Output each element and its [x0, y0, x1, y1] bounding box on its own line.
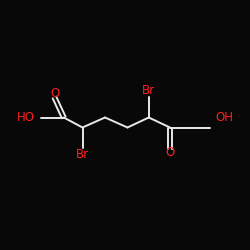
Text: Br: Br: [142, 84, 155, 97]
Text: O: O: [50, 87, 60, 100]
Text: Br: Br: [76, 148, 89, 162]
Text: O: O: [166, 146, 174, 160]
Text: OH: OH: [215, 111, 233, 124]
Text: HO: HO: [17, 111, 35, 124]
